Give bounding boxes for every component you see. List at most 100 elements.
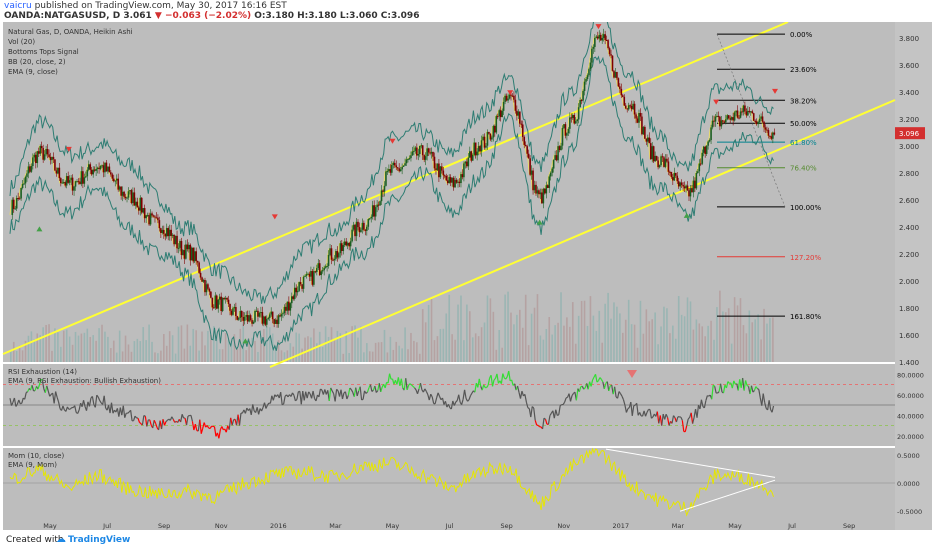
candle-body <box>71 177 74 191</box>
candle-body <box>37 151 40 154</box>
candle-body <box>680 182 683 185</box>
time-tick-label: Sep <box>501 522 513 530</box>
volume-bar <box>627 299 630 362</box>
rsi-segment <box>78 403 82 411</box>
candle-body <box>139 197 142 211</box>
candle-body <box>43 154 46 160</box>
rsi-segment <box>717 391 720 394</box>
rsi-segment <box>359 386 363 400</box>
rsi-segment <box>143 414 146 417</box>
candle-body <box>426 148 428 157</box>
candle-body <box>208 288 211 292</box>
candle-body <box>502 101 505 111</box>
candle-body <box>452 177 455 188</box>
rsi-segment <box>366 387 370 393</box>
rsi-segment <box>757 388 760 391</box>
candle-body <box>466 161 468 167</box>
rsi-segment <box>549 412 552 416</box>
rsi-segment <box>491 379 495 387</box>
candle-body <box>670 171 673 178</box>
candle-body <box>647 137 649 142</box>
candle-body <box>380 190 383 202</box>
volume-bar <box>333 339 336 362</box>
candle-body <box>463 163 465 178</box>
candle-body <box>140 197 143 213</box>
volume-bar <box>160 350 162 362</box>
author-link[interactable]: vaicru <box>4 1 32 11</box>
candle-body <box>766 129 768 131</box>
rsi-segment <box>771 405 775 413</box>
candle-body <box>235 307 237 317</box>
rsi-segment <box>458 394 461 403</box>
rsi-segment <box>160 419 164 430</box>
rsi-segment <box>469 392 473 397</box>
candle-body <box>642 126 645 135</box>
candle-body <box>143 208 146 219</box>
rsi-segment <box>639 412 642 417</box>
time-tick-label: Mar <box>329 522 342 530</box>
candle-body <box>168 229 171 237</box>
candle-body <box>224 297 227 300</box>
rsi-segment <box>199 419 202 434</box>
candle-body <box>26 173 28 177</box>
candle-body <box>260 312 262 314</box>
candle-body <box>763 121 765 128</box>
candle-body <box>189 244 192 261</box>
volume-bar <box>151 341 153 362</box>
candle-body <box>511 95 514 97</box>
rsi-segment <box>347 387 351 396</box>
volume-bar <box>327 336 330 362</box>
candle-body <box>563 124 565 128</box>
rsi-segment <box>225 425 229 433</box>
volume-bar <box>207 330 209 362</box>
rsi-segment <box>356 390 360 397</box>
candle-body <box>580 100 583 102</box>
candle-body <box>310 271 312 277</box>
candle-body <box>232 308 234 315</box>
rsi-segment <box>127 411 130 414</box>
volume-bar <box>536 294 539 362</box>
candle-body <box>772 132 774 139</box>
volume-bar <box>295 332 298 362</box>
rsi-segment <box>266 402 270 406</box>
candle-body <box>717 115 720 117</box>
candle-body <box>70 177 72 181</box>
candle-body <box>716 115 718 117</box>
rsi-segment <box>562 401 566 405</box>
candle-body <box>591 48 593 63</box>
candle-body <box>366 226 368 231</box>
candle-body <box>377 204 380 206</box>
candle-body <box>198 262 200 273</box>
candle-body <box>508 94 511 99</box>
candle-body <box>351 229 353 242</box>
candle-body <box>179 241 181 248</box>
price-tick-label: 1.600 <box>899 332 919 340</box>
candle-body <box>371 205 374 217</box>
rsi-segment <box>764 402 767 409</box>
candle-body <box>561 127 564 146</box>
candle-body <box>748 110 751 112</box>
rsi-segment <box>97 396 101 401</box>
volume-bar <box>124 335 127 362</box>
volume-bar <box>177 326 180 362</box>
rsi-segment <box>258 408 261 415</box>
candle-body <box>673 172 676 181</box>
rsi-segment <box>69 407 73 410</box>
candle-body <box>413 150 415 152</box>
volume-bar <box>265 326 268 362</box>
volume-bar <box>107 336 109 362</box>
volume-bar <box>421 309 424 362</box>
candle-body <box>296 290 299 293</box>
candle-body <box>276 319 278 324</box>
rsi-segment <box>218 429 221 439</box>
volume-bar <box>168 331 171 362</box>
candle-body <box>295 287 298 293</box>
candle-body <box>285 306 287 311</box>
candle-body <box>355 221 358 237</box>
candle-body <box>652 146 655 162</box>
rsi-segment <box>727 381 730 384</box>
volume-bar <box>610 318 612 362</box>
volume-bar <box>10 351 12 362</box>
chart-svg[interactable]: 0.00% 23.60% 38.20% 50.00% 61.80% 76.40% 100.0… <box>0 22 932 550</box>
tradingview-logo[interactable]: ☁ TradingView <box>56 534 130 545</box>
